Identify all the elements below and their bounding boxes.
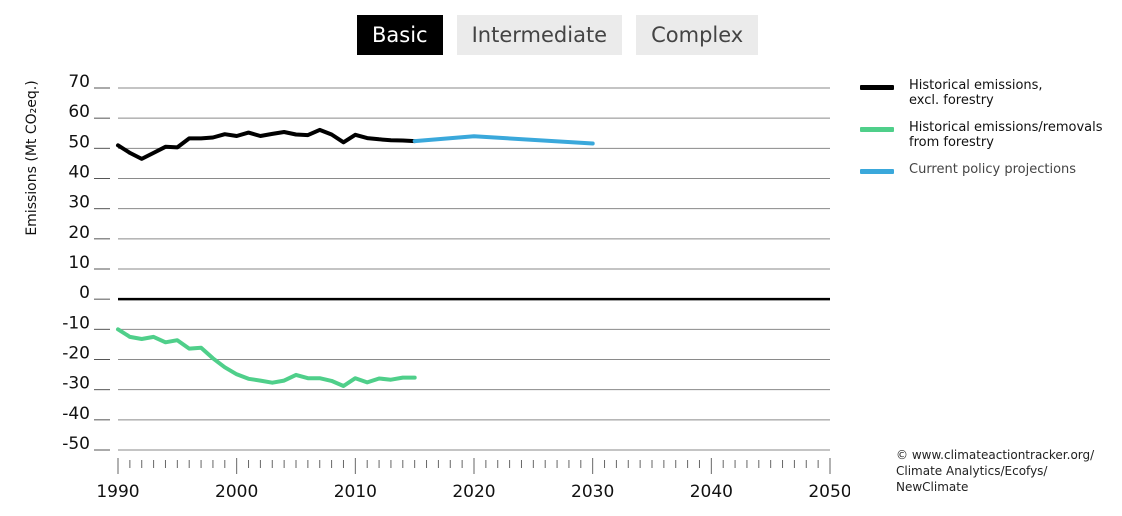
source-credit: © www.climateactiontracker.org/ Climate … [896, 448, 1095, 494]
y-tick-label: -30 [62, 374, 90, 394]
legend-item: Historical emissions, excl. forestry [860, 78, 1120, 108]
y-tick-label: 60 [68, 102, 90, 122]
y-tick-label: 20 [68, 223, 90, 243]
chart-legend: Historical emissions, excl. forestry Hist… [860, 78, 1120, 189]
x-tick-label: 2050 [808, 482, 850, 502]
legend-swatch [860, 127, 894, 132]
tab-complex[interactable]: Complex [636, 15, 759, 55]
view-tabs: Basic Intermediate Complex [357, 15, 759, 55]
tab-basic[interactable]: Basic [357, 15, 443, 55]
y-tick-label: 70 [68, 72, 90, 92]
series-line-0 [116, 127, 417, 161]
x-tick-label: 2040 [690, 482, 733, 502]
legend-label: Current policy projections [909, 162, 1077, 177]
x-tick-label: 2030 [571, 482, 614, 502]
y-axis-label: Emissions (Mt CO₂eq.) [24, 80, 40, 235]
y-tick-label: -20 [62, 344, 90, 364]
grid-layer [94, 87, 830, 451]
y-tick-label: 40 [68, 163, 90, 183]
series-line-2 [412, 134, 595, 146]
y-tick-label: 0 [79, 283, 90, 303]
series-layer [116, 127, 595, 388]
y-tick-label: -50 [62, 434, 90, 454]
legend-swatch [860, 169, 894, 174]
x-tick-label: 2000 [215, 482, 258, 502]
y-tick-label: -10 [62, 313, 90, 333]
x-tick-label: 2010 [334, 482, 377, 502]
series-line-1 [116, 327, 417, 388]
x-tick-label: 1990 [96, 482, 139, 502]
y-tick-label: -40 [62, 404, 90, 424]
y-tick-label: 30 [68, 193, 90, 213]
legend-label: Historical emissions/removals from fores… [909, 120, 1103, 150]
y-tick-label: 50 [68, 132, 90, 152]
legend-item: Current policy projections [860, 162, 1120, 177]
legend-item: Historical emissions/removals from fores… [860, 120, 1120, 150]
legend-label: Historical emissions, excl. forestry [909, 78, 1043, 108]
tab-intermediate[interactable]: Intermediate [456, 15, 623, 55]
x-tick-label: 2020 [452, 482, 495, 502]
y-tick-label: 10 [68, 253, 90, 273]
legend-swatch [860, 85, 894, 90]
